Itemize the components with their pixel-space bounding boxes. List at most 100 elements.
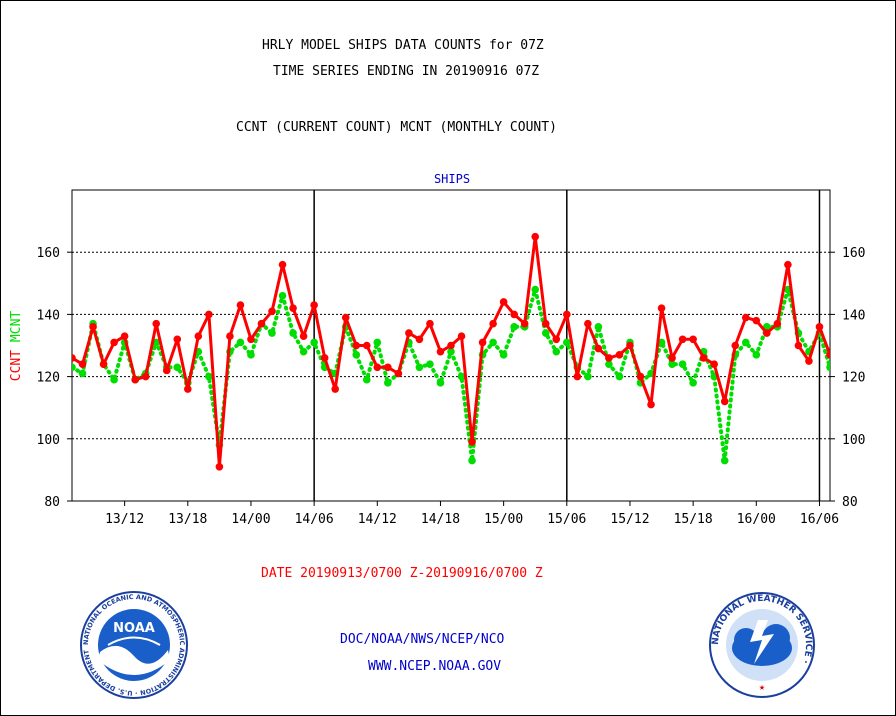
y-axis-label: CCNT MCNT [9,311,24,382]
data-point-ccnt [141,372,150,381]
data-point-ccnt [384,363,392,372]
data-point-ccnt [468,438,476,446]
data-point-mcnt [678,360,687,368]
data-point-ccnt [268,307,276,316]
data-point-mcnt [584,372,592,381]
x-tick-label: 15/06 [547,512,586,527]
y-tick-label-right: 140 [842,308,865,323]
url-label: WWW.NCEP.NOAA.GOV [368,659,502,674]
series-ccnt [72,232,830,471]
data-point-mcnt [741,338,750,347]
series-mcnt [72,285,830,465]
data-point-ccnt [489,319,497,328]
data-point-mcnt [531,285,540,294]
data-point-ccnt [520,319,529,328]
data-point-mcnt [310,338,318,347]
x-tick-label: 14/12 [358,512,397,527]
data-point-mcnt [362,375,371,384]
data-point-ccnt [215,462,224,471]
plot-frame [71,189,831,502]
data-point-ccnt [405,329,413,337]
data-point-ccnt [205,310,213,319]
data-point-ccnt [341,313,350,322]
data-point-mcnt [594,323,603,331]
data-point-ccnt [352,341,361,350]
data-point-ccnt [415,335,424,344]
org-label: DOC/NOAA/NWS/NCEP/NCO [340,632,505,647]
data-point-ccnt [173,335,182,344]
data-point-ccnt [289,304,297,312]
data-point-ccnt [689,335,697,344]
data-point-ccnt [626,341,634,350]
data-point-ccnt [541,319,550,328]
data-point-ccnt [257,319,266,328]
data-point-ccnt [731,341,740,350]
data-point-mcnt [78,369,87,378]
data-point-mcnt [689,379,697,387]
x-tick-label: 16/06 [800,512,839,527]
data-point-mcnt [541,329,550,337]
y-tick-label-left: 100 [37,433,60,448]
y-tick-label-right: 80 [842,495,858,510]
data-point-mcnt [352,351,361,359]
svg-text:★: ★ [759,682,765,693]
svg-text:NOAA: NOAA [113,621,155,636]
data-point-mcnt [110,375,118,384]
data-point-ccnt [331,385,339,393]
data-point-mcnt [447,347,455,356]
data-point-ccnt [741,313,750,322]
data-point-mcnt [552,347,561,356]
data-point-mcnt [289,329,297,337]
data-point-ccnt [184,385,192,393]
data-point-ccnt [436,347,445,356]
data-point-ccnt [226,332,234,340]
data-point-ccnt [457,332,466,340]
data-point-ccnt [552,335,561,344]
data-point-ccnt [826,351,830,359]
data-point-ccnt [647,400,655,409]
data-point-ccnt [584,319,592,328]
y-tick-label-right: 160 [842,246,865,261]
x-tick-label: 14/06 [295,512,334,527]
data-point-ccnt [278,260,287,269]
data-point-ccnt [531,232,540,241]
data-point-ccnt [636,372,645,381]
data-point-ccnt [794,341,803,350]
data-point-ccnt [426,319,434,328]
data-point-mcnt [752,351,761,359]
data-point-ccnt [152,319,161,328]
data-point-ccnt [699,354,708,362]
data-point-mcnt [826,363,830,372]
data-point-ccnt [720,397,729,406]
y-axis-label-mcnt: MCNT [9,311,24,350]
data-point-mcnt [72,363,76,372]
data-point-mcnt [247,351,255,359]
noaa-logo: NATIONAL OCEANIC AND ATMOSPHERIC ADMINIS… [78,590,188,699]
data-point-ccnt [72,354,76,362]
data-point-mcnt [236,338,245,347]
data-point-ccnt [320,354,329,362]
data-point-mcnt [499,351,508,359]
data-point-ccnt [784,260,792,269]
x-tick-label: 15/12 [610,512,649,527]
data-point-mcnt [415,363,424,372]
data-point-mcnt [657,338,666,347]
data-point-mcnt [720,456,729,465]
data-point-ccnt [78,360,87,368]
data-point-mcnt [268,329,276,337]
x-tick-label: 14/00 [231,512,270,527]
data-point-mcnt [510,323,518,331]
data-point-ccnt [247,335,255,344]
data-point-ccnt [763,329,771,337]
nws-logo: NATIONAL WEATHER SERVICE · ★ [709,592,815,698]
data-point-ccnt [162,366,171,375]
data-point-mcnt [373,338,382,347]
header-line-2: TIME SERIES ENDING IN 20190916 07Z [273,64,540,79]
data-point-mcnt [205,372,213,381]
data-point-ccnt [605,354,613,362]
data-point-ccnt [657,304,666,312]
y-axis-label-ccnt: CCNT [9,350,24,381]
data-point-ccnt [563,310,571,319]
x-tick-label: 16/00 [737,512,776,527]
